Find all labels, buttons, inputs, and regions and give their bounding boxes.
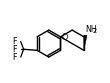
Text: 2: 2 xyxy=(93,28,97,34)
Text: F: F xyxy=(13,37,17,46)
Polygon shape xyxy=(84,35,87,50)
Text: NH: NH xyxy=(86,25,97,34)
Text: F: F xyxy=(13,53,17,62)
Text: O: O xyxy=(61,33,68,42)
Text: F: F xyxy=(13,45,17,54)
